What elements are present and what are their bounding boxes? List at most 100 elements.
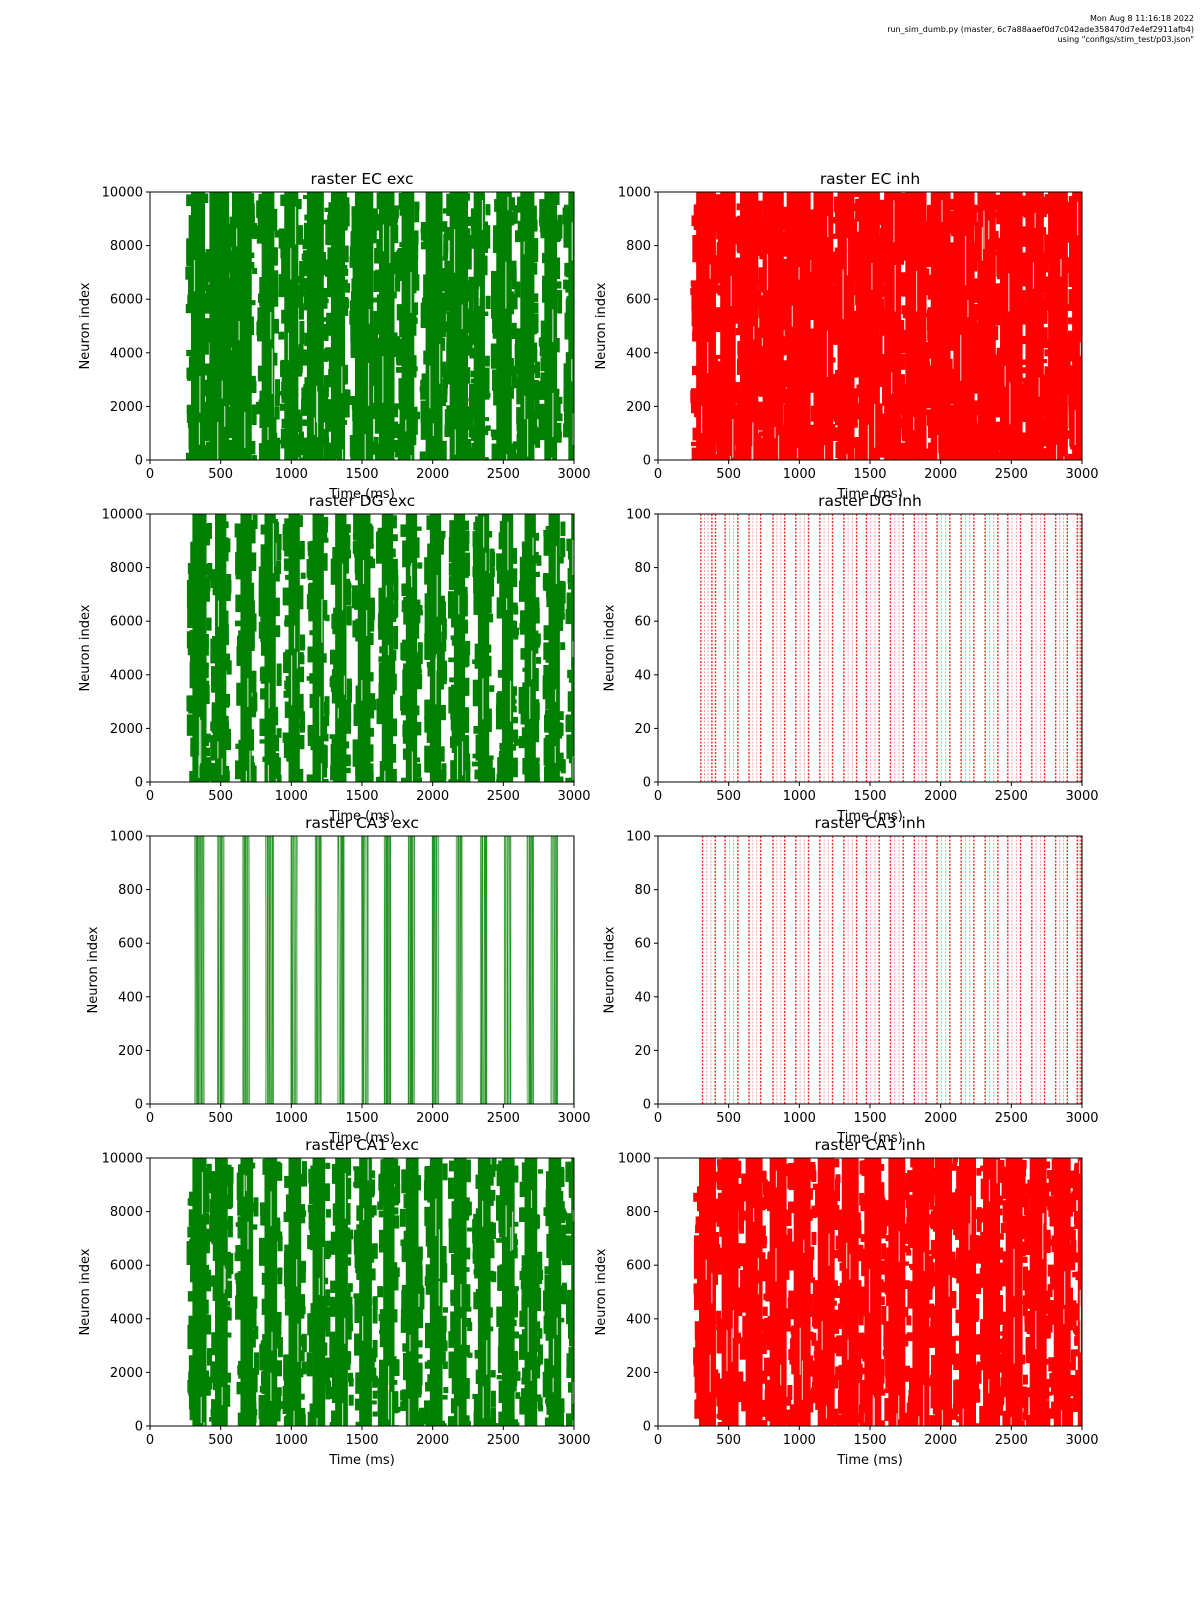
burst-edge <box>574 616 579 635</box>
burst-edge <box>330 558 337 585</box>
burst-edge <box>807 1293 813 1316</box>
burst-edge <box>544 1274 551 1298</box>
burst-edge <box>738 1380 744 1403</box>
x-tick-label: 1500 <box>345 467 378 482</box>
subplot-raster-ec-exc: 0 500 1000 1500 2000 2500 30000200040006000800… <box>78 170 591 502</box>
burst-edge <box>347 1296 353 1313</box>
burst-edge <box>493 384 500 406</box>
burst-edge <box>565 1235 572 1263</box>
burst-edge <box>235 594 242 613</box>
burst-edge <box>832 251 839 262</box>
burst-edge <box>972 278 979 291</box>
burst-gap <box>406 836 409 1104</box>
burst-edge <box>257 200 264 228</box>
burst-edge <box>788 1349 795 1361</box>
burst-gap <box>272 523 274 574</box>
burst-edge <box>533 293 539 302</box>
spike-burst <box>538 192 563 460</box>
burst-edge <box>830 357 836 363</box>
burst-edge <box>1065 334 1071 357</box>
x-tick-label: 3000 <box>557 1433 590 1448</box>
burst-edge <box>395 444 401 458</box>
burst-edge <box>443 321 449 333</box>
burst-edge <box>931 1376 938 1383</box>
burst-edge <box>807 1250 813 1258</box>
burst-edge <box>226 1166 232 1182</box>
burst-edge <box>537 1262 543 1267</box>
burst-edge <box>427 1197 434 1203</box>
burst-edge <box>443 243 449 251</box>
burst-edge <box>470 378 477 384</box>
burst-edge <box>1042 327 1048 349</box>
burst-edge <box>1051 1401 1058 1413</box>
burst-edge <box>331 669 338 690</box>
burst-edge <box>973 244 980 263</box>
burst-fill <box>858 192 880 460</box>
burst-edge <box>251 613 257 632</box>
burst-edge <box>833 328 839 345</box>
burst-edge <box>393 1207 399 1215</box>
burst-edge <box>441 1249 447 1271</box>
burst-edge <box>736 434 743 459</box>
spike-burst <box>858 1158 887 1426</box>
burst-edge <box>400 1390 407 1401</box>
burst-edge <box>1068 1287 1074 1312</box>
burst-edge <box>276 560 282 574</box>
burst-gap <box>825 1405 828 1419</box>
burst-edge <box>376 698 383 725</box>
burst-edge <box>974 1385 980 1402</box>
burst-fill <box>769 1158 787 1426</box>
burst-edge <box>557 396 563 404</box>
axes-frame <box>657 513 1083 783</box>
burst-edge <box>378 612 385 640</box>
burst-gap <box>551 457 553 460</box>
burst-edge <box>204 1370 210 1383</box>
burst-gap <box>414 836 417 1104</box>
burst-gap <box>1032 262 1035 289</box>
burst-edge <box>1047 1264 1054 1277</box>
burst-gap <box>461 304 463 330</box>
burst-edge <box>782 336 789 355</box>
burst-edge <box>1044 1304 1050 1313</box>
burst-gap <box>791 305 793 327</box>
burst-edge <box>276 1360 282 1377</box>
burst-edge <box>226 1220 232 1230</box>
burst-edge <box>189 662 196 689</box>
y-tick-label: 800 <box>626 1205 651 1220</box>
burst-edge <box>996 275 1003 280</box>
burst-edge <box>759 448 766 460</box>
burst-gap <box>408 1398 410 1426</box>
burst-fill <box>429 1158 443 1426</box>
burst-gap <box>1074 410 1076 445</box>
burst-edge <box>225 538 231 553</box>
burst-edge <box>368 672 374 682</box>
burst-edge <box>487 530 493 538</box>
burst-edge <box>400 696 407 716</box>
burst-edge <box>486 579 492 591</box>
burst-edge <box>516 377 523 394</box>
burst-gap <box>898 1231 900 1262</box>
burst-edge <box>395 277 401 292</box>
spike-burst <box>258 1158 283 1426</box>
burst-edge <box>565 1161 572 1183</box>
burst-gap <box>221 380 223 399</box>
burst-edge <box>540 215 547 239</box>
burst-edge <box>559 1407 565 1413</box>
burst-edge <box>324 259 331 277</box>
burst-edge <box>717 1192 724 1203</box>
burst-edge <box>907 1244 914 1249</box>
burst-edge <box>952 1158 958 1165</box>
burst-gap <box>290 248 292 280</box>
burst-edge <box>285 676 292 693</box>
burst-edge <box>331 1163 338 1184</box>
burst-edge <box>205 324 212 340</box>
burst-edge <box>559 590 565 613</box>
burst-edge <box>519 1334 526 1360</box>
spike-burst <box>542 1158 568 1426</box>
spike-burst <box>306 1158 332 1426</box>
burst-edge <box>451 1372 458 1395</box>
burst-edge <box>414 757 420 763</box>
burst-edge <box>834 196 841 220</box>
burst-edge <box>342 420 348 425</box>
burst-gap <box>482 836 484 1104</box>
